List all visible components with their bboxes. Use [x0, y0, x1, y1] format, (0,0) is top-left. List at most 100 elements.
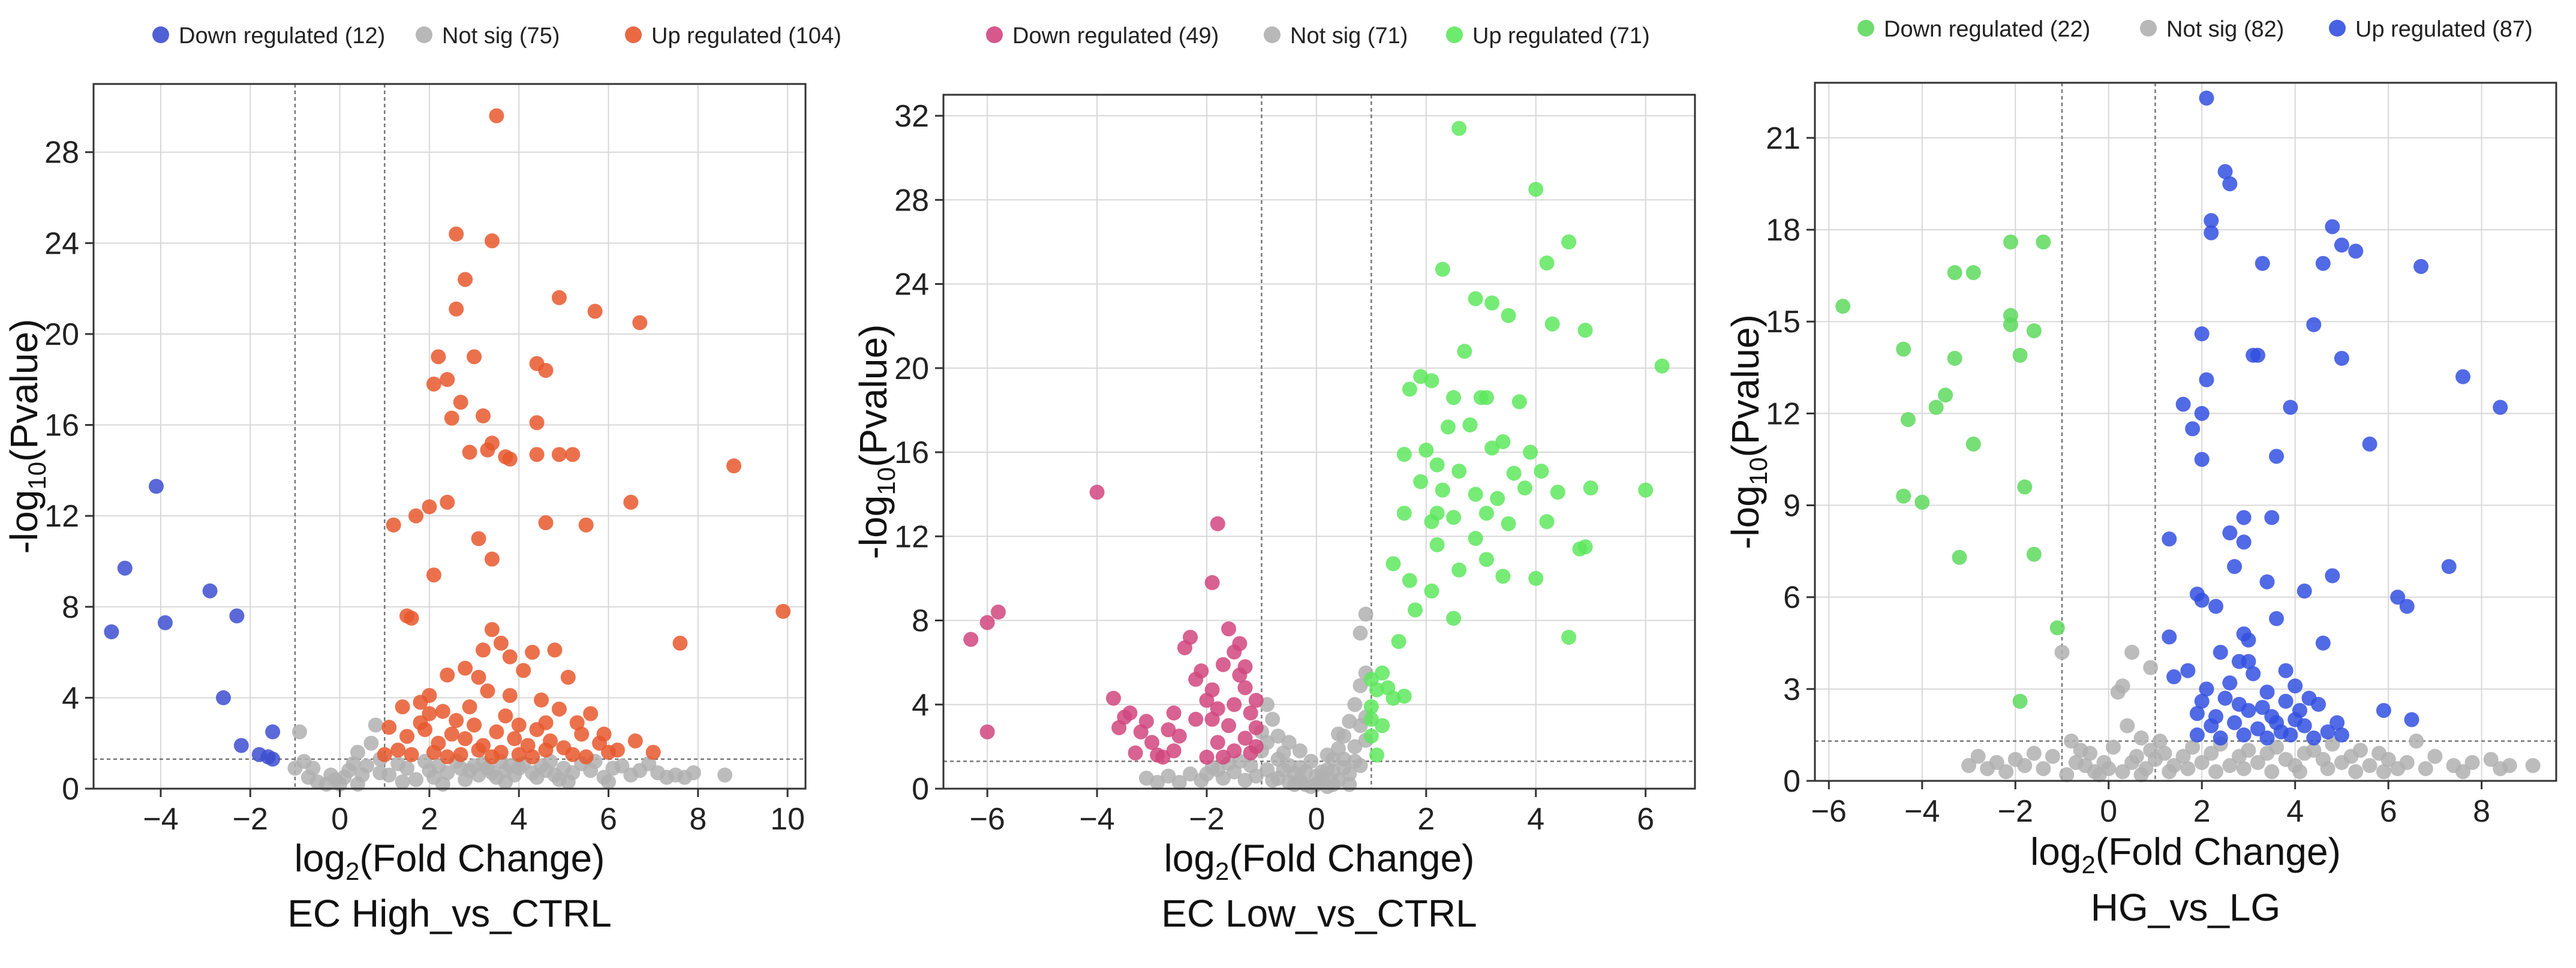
- point-up: [471, 669, 486, 685]
- point-ns: [2152, 733, 2168, 749]
- point-ns: [1352, 678, 1368, 693]
- point-ns: [2348, 764, 2364, 780]
- point-ns: [395, 774, 410, 790]
- point-up: [2259, 730, 2275, 746]
- point-up: [1517, 480, 1532, 496]
- point-up: [587, 303, 603, 319]
- point-up: [1363, 711, 1379, 727]
- point-up: [2199, 91, 2214, 106]
- point-up: [529, 415, 545, 431]
- point-up: [2208, 709, 2224, 725]
- point-up: [2297, 583, 2312, 599]
- point-up: [2255, 699, 2270, 715]
- point-down: [229, 608, 245, 624]
- point-ns: [2133, 730, 2149, 746]
- legend-marker-down: [986, 26, 1003, 43]
- point-down: [1188, 711, 1204, 727]
- point-down: [963, 632, 979, 647]
- legend-label-down: Down regulated (49): [1012, 23, 1219, 49]
- y-tick-label: 0: [912, 772, 929, 807]
- y-axis-title: -log10(Pvalue): [852, 324, 900, 560]
- point-down: [1914, 494, 1930, 510]
- legend-label-ns: Not sig (71): [1290, 23, 1408, 49]
- point-up: [1424, 373, 1439, 389]
- point-up: [2259, 574, 2275, 590]
- panel-title: EC High_vs_CTRL: [287, 892, 612, 935]
- point-up: [449, 301, 464, 317]
- point-up: [1572, 541, 1588, 557]
- point-up: [1391, 634, 1406, 650]
- point-down: [1204, 682, 1220, 698]
- x-tick-label: −2: [233, 802, 268, 837]
- point-down: [1144, 735, 1160, 750]
- point-up: [2166, 669, 2182, 684]
- point-up: [2334, 238, 2349, 253]
- point-up: [1446, 390, 1462, 405]
- x-tick-label: 6: [600, 802, 617, 837]
- point-ns: [1270, 751, 1286, 767]
- point-up: [2213, 645, 2228, 660]
- point-up: [1435, 261, 1450, 277]
- point-up: [623, 494, 639, 510]
- point-down: [215, 690, 231, 705]
- point-ns: [2236, 761, 2252, 777]
- point-down: [1128, 745, 1143, 760]
- x-tick-label: 8: [2473, 794, 2490, 829]
- point-down: [1237, 659, 1253, 675]
- plot-frame: [92, 83, 807, 790]
- point-ns: [2464, 754, 2480, 770]
- x-tick-label: 8: [689, 802, 707, 837]
- point-ns: [363, 735, 379, 751]
- point-ns: [2082, 745, 2098, 761]
- point-up: [2255, 255, 2270, 271]
- point-up: [440, 494, 455, 510]
- point-ns: [2493, 761, 2508, 777]
- point-down: [1947, 350, 1962, 366]
- point-up: [2194, 405, 2210, 421]
- point-down: [1171, 728, 1187, 744]
- point-up: [596, 726, 612, 742]
- point-up: [502, 688, 518, 704]
- point-up: [2292, 703, 2307, 719]
- y-tick-label: 9: [1783, 489, 1801, 524]
- point-up: [2306, 317, 2322, 332]
- point-ns: [1138, 770, 1154, 786]
- point-up: [1534, 464, 1549, 479]
- point-up: [489, 724, 504, 739]
- point-down: [979, 724, 995, 739]
- point-down: [1938, 387, 1953, 403]
- point-up: [560, 669, 576, 685]
- x-tick-label: 6: [1637, 802, 1654, 837]
- point-ns: [1352, 626, 1368, 641]
- point-up: [2194, 452, 2210, 467]
- point-ns: [717, 767, 733, 783]
- point-up: [2334, 727, 2349, 742]
- legend-label-up: Up regulated (87): [2355, 17, 2533, 42]
- y-tick-label: 24: [894, 267, 929, 302]
- y-tick-label: 20: [44, 317, 79, 352]
- point-ns: [2241, 742, 2256, 758]
- point-up: [1528, 570, 1544, 586]
- point-up: [462, 444, 477, 460]
- point-up: [632, 315, 648, 330]
- point-up: [1539, 514, 1555, 530]
- point-ns: [1336, 760, 1352, 775]
- point-down: [2012, 347, 2028, 363]
- point-down: [1237, 730, 1253, 746]
- point-ns: [1961, 757, 1977, 773]
- point-up: [2404, 712, 2419, 727]
- point-up: [538, 742, 554, 758]
- point-down: [1089, 485, 1105, 500]
- point-ns: [2036, 761, 2051, 777]
- point-up: [462, 699, 477, 715]
- x-tick-label: 4: [2286, 794, 2304, 829]
- y-tick-label: 0: [1783, 764, 1801, 799]
- point-up: [444, 410, 459, 426]
- legend-label-up: Up regulated (104): [651, 23, 841, 49]
- point-up: [498, 449, 513, 465]
- point-down: [2026, 323, 2042, 339]
- point-ns: [2106, 739, 2121, 755]
- point-ns: [2068, 754, 2084, 770]
- point-up: [529, 447, 545, 462]
